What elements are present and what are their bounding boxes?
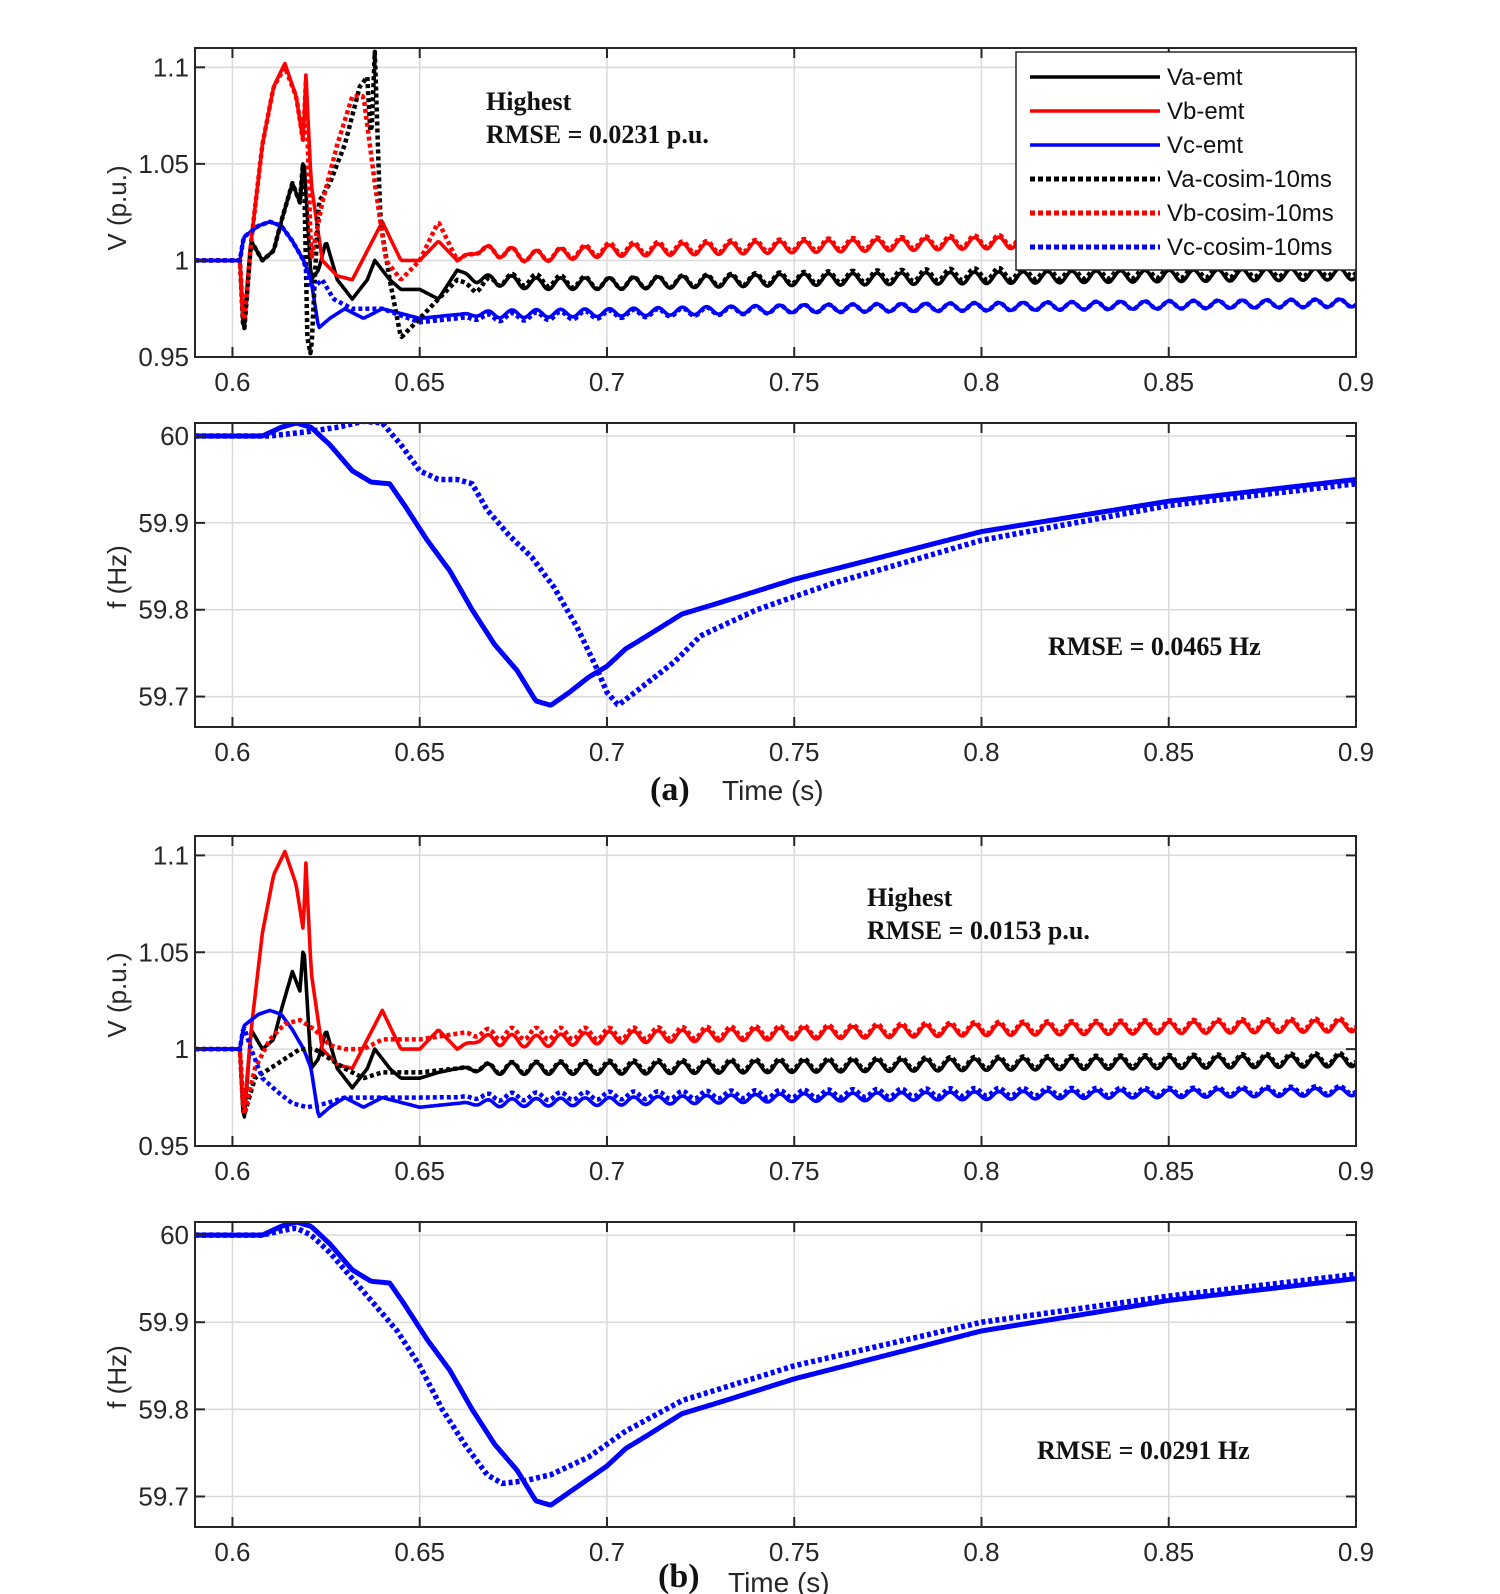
x-tick-label: 0.85 xyxy=(1143,367,1194,397)
x-tick-label: 0.9 xyxy=(1338,367,1374,397)
x-tick-label: 0.75 xyxy=(769,1537,820,1567)
x-tick-label: 0.65 xyxy=(394,737,445,767)
y-tick-label: 1.05 xyxy=(138,937,189,967)
y-tick-label: 59.8 xyxy=(138,1394,189,1424)
x-tick-label: 0.75 xyxy=(769,737,820,767)
y-tick-label: 60 xyxy=(160,421,189,451)
x-tick-label: 0.6 xyxy=(214,367,250,397)
x-axis-label: Time (s) xyxy=(722,775,824,806)
series-f-cosim-10ms xyxy=(195,1225,1356,1487)
x-tick-label: 0.6 xyxy=(214,1156,250,1186)
x-tick-label: 0.9 xyxy=(1338,737,1374,767)
chart-a-voltage: 0.6 0.65 0.7 0.75 0.8 0.85 0.9 0.95 1 1.05 1.1 V (… xyxy=(102,47,1374,397)
x-tick-label: 0.65 xyxy=(394,1156,445,1186)
x-tick-label: 0.7 xyxy=(589,367,625,397)
chart-b-voltage: 0.6 0.65 0.7 0.75 0.8 0.85 0.9 0.95 1 1.05 1.1 V (… xyxy=(102,835,1374,1186)
legend-entry: Vc-emt xyxy=(1167,132,1243,159)
y-axis-label: f (Hz) xyxy=(102,545,132,609)
annotation-rmse: RMSE = 0.0291 Hz xyxy=(1037,1436,1250,1465)
annotation-rmse: RMSE = 0.0465 Hz xyxy=(1048,632,1261,661)
series-vb-cosim-10ms xyxy=(195,1016,1356,1116)
legend: Va-emt Vb-emt Vc-emt Va-cosim-10ms Vb-cosim-… xyxy=(1015,51,1357,271)
y-tick-label: 0.95 xyxy=(138,342,189,372)
series-va-cosim-10ms xyxy=(195,1046,1356,1117)
x-tick-label: 0.8 xyxy=(963,737,999,767)
x-tick-label: 0.9 xyxy=(1338,1156,1374,1186)
series-vb-emt xyxy=(195,849,1356,1110)
y-tick-label: 60 xyxy=(160,1220,189,1250)
x-tick-label: 0.65 xyxy=(394,1537,445,1567)
y-axis-label: V (p.u.) xyxy=(102,952,132,1037)
x-tick-label: 0.7 xyxy=(589,1156,625,1186)
y-tick-label: 1.1 xyxy=(153,52,189,82)
x-tick-label: 0.8 xyxy=(963,367,999,397)
x-tick-label: 0.85 xyxy=(1143,737,1194,767)
x-tick-label: 0.8 xyxy=(963,1537,999,1567)
series-vc-emt xyxy=(195,1008,1356,1119)
series-f-emt xyxy=(195,423,1356,708)
x-tick-label: 0.7 xyxy=(589,1537,625,1567)
legend-entry: Vb-emt xyxy=(1167,98,1245,125)
y-tick-label: 1.05 xyxy=(138,149,189,179)
y-axis-label: V (p.u.) xyxy=(102,165,132,250)
x-tick-label: 0.75 xyxy=(769,1156,820,1186)
x-tick-label: 0.85 xyxy=(1143,1156,1194,1186)
x-tick-label: 0.6 xyxy=(214,1537,250,1567)
panel-label: (a) xyxy=(650,771,690,808)
x-tick-label: 0.75 xyxy=(769,367,820,397)
y-tick-label: 59.8 xyxy=(138,595,189,625)
x-tick-label: 0.6 xyxy=(214,737,250,767)
legend-entry: Vb-cosim-10ms xyxy=(1167,200,1334,227)
y-tick-label: 59.7 xyxy=(138,682,189,712)
x-tick-label: 0.9 xyxy=(1338,1537,1374,1567)
y-tick-label: 1 xyxy=(175,245,189,275)
y-tick-label: 59.7 xyxy=(138,1482,189,1512)
annotation-line-2: RMSE = 0.0231 p.u. xyxy=(486,120,709,149)
panel-label: (b) xyxy=(658,1558,700,1594)
chart-a-frequency: 0.6 0.65 0.7 0.75 0.8 0.85 0.9 59.7 59.8 59.9 60 f… xyxy=(102,421,1374,808)
legend-entry: Va-cosim-10ms xyxy=(1167,166,1332,193)
annotation-line-1: Highest xyxy=(867,883,953,912)
x-axis-label: Time (s) xyxy=(728,1567,830,1594)
series-f-emt xyxy=(195,1222,1356,1508)
annotation-line-2: RMSE = 0.0153 p.u. xyxy=(867,916,1090,945)
x-tick-label: 0.8 xyxy=(963,1156,999,1186)
legend-entry: Va-emt xyxy=(1167,64,1243,91)
y-tick-label: 0.95 xyxy=(138,1131,189,1161)
series-f-cosim-10ms xyxy=(195,423,1356,708)
x-tick-label: 0.65 xyxy=(394,367,445,397)
y-tick-label: 59.9 xyxy=(138,508,189,538)
series-vc-cosim-10ms xyxy=(195,219,1356,325)
y-tick-label: 1 xyxy=(175,1034,189,1064)
series-va-cosim-10ms xyxy=(195,49,1356,356)
x-tick-label: 0.7 xyxy=(589,737,625,767)
annotation-line-1: Highest xyxy=(486,87,572,116)
y-axis-label: f (Hz) xyxy=(102,1345,132,1409)
y-tick-label: 1.1 xyxy=(153,840,189,870)
series-vc-cosim-10ms xyxy=(195,1025,1356,1110)
chart-b-frequency: 0.6 0.65 0.7 0.75 0.8 0.85 0.9 59.7 59.8 59.9 60 f… xyxy=(102,1220,1374,1594)
x-tick-label: 0.85 xyxy=(1143,1537,1194,1567)
y-tick-label: 59.9 xyxy=(138,1307,189,1337)
legend-entry: Vc-cosim-10ms xyxy=(1167,234,1332,261)
